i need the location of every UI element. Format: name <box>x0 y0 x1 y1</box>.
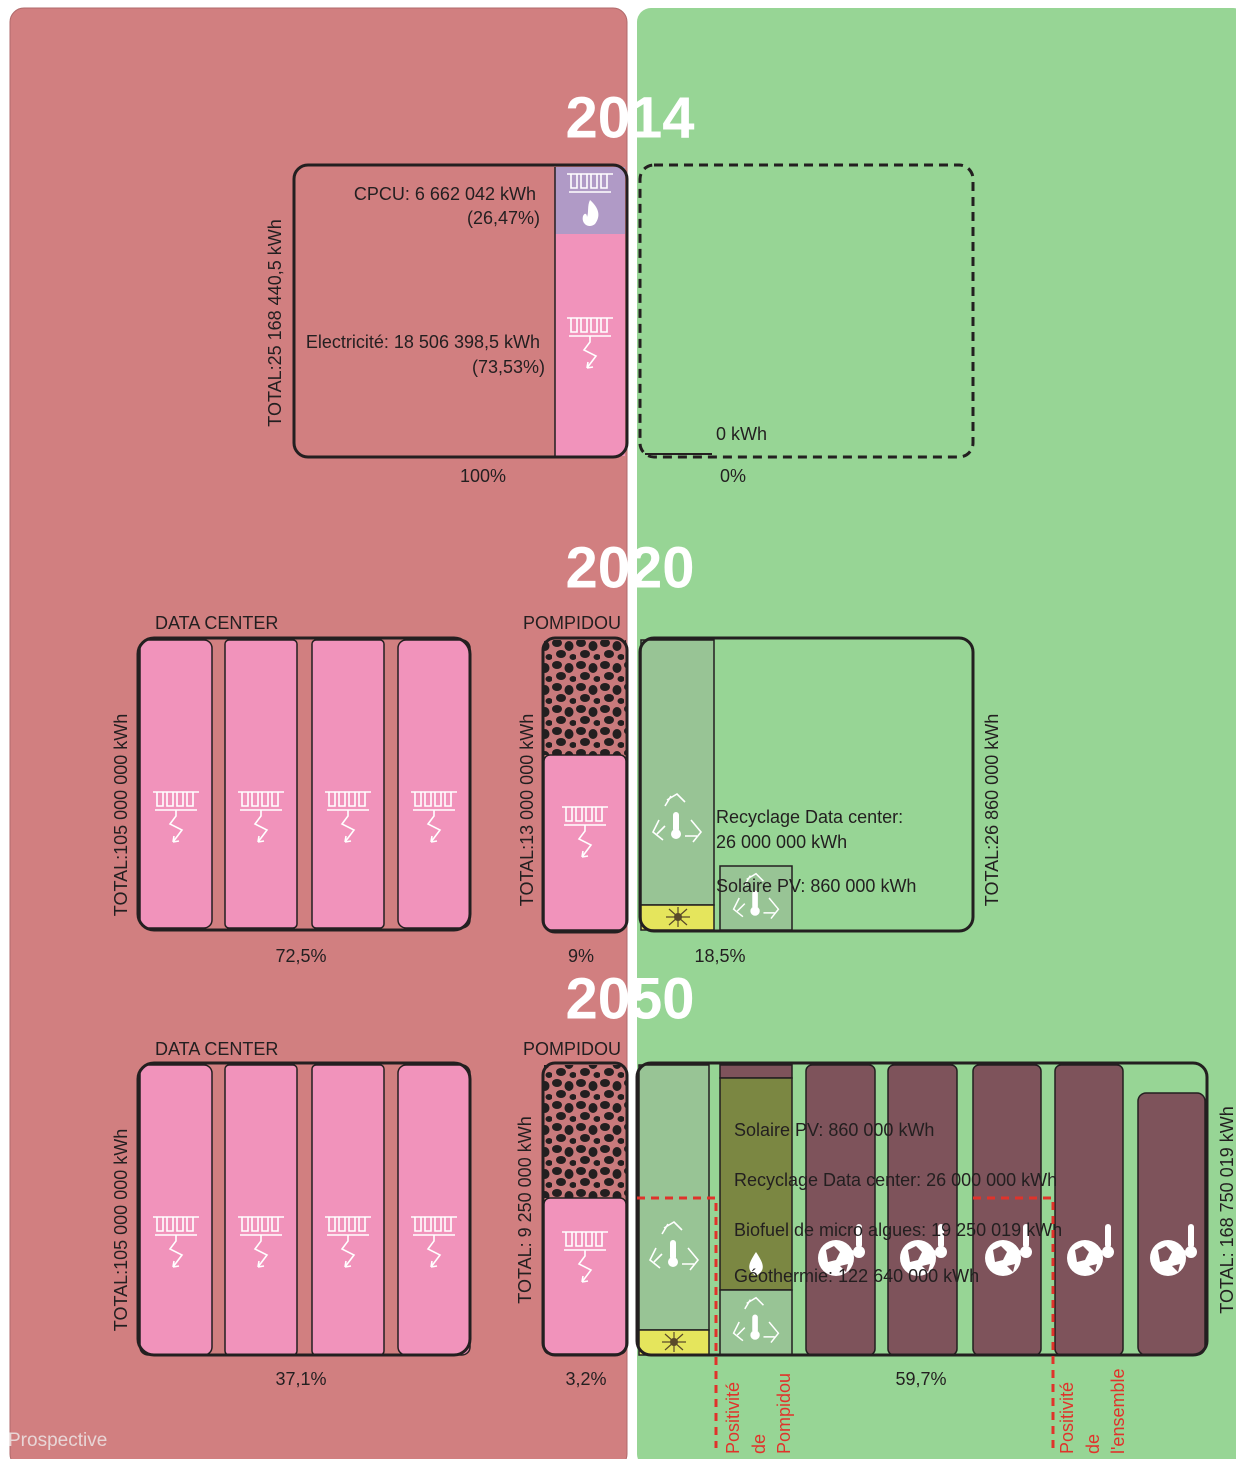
label: POMPIDOU <box>523 613 621 633</box>
label: Biofuel de micro algues: 19 250 019 kWh <box>734 1220 1062 1240</box>
total: TOTAL:105 000 000 kWh <box>111 714 131 916</box>
annotation: l'ensemble <box>1108 1369 1128 1454</box>
icon <box>661 1332 687 1352</box>
box <box>136 636 472 932</box>
label: DATA CENTER <box>155 1039 278 1059</box>
label: DATA CENTER <box>155 613 278 633</box>
total: TOTAL:13 000 000 kWh <box>517 714 537 906</box>
share: 59,7% <box>895 1369 946 1389</box>
label: Géothermie: 122 640 000 kWh <box>734 1266 979 1286</box>
icon <box>749 1252 763 1276</box>
label: (26,47%) <box>467 208 540 228</box>
column <box>311 1064 385 1356</box>
column <box>397 1064 471 1356</box>
label: Recyclage Data center: 26 000 000 kWh <box>734 1170 1057 1190</box>
column <box>224 1064 298 1356</box>
label: Recyclage Data center: <box>716 807 903 827</box>
box <box>638 636 975 933</box>
column <box>1137 1092 1206 1356</box>
watermark: Prospective <box>8 1430 107 1451</box>
column <box>224 639 298 929</box>
year: 2050 <box>565 966 694 1031</box>
label: (73,53%) <box>472 357 545 377</box>
annotation: de <box>1083 1434 1103 1454</box>
share: 100% <box>460 466 506 486</box>
column <box>543 1197 627 1355</box>
label: Electricité: 18 506 398,5 kWh <box>306 332 540 352</box>
share: 18,5% <box>694 946 745 966</box>
column <box>972 1064 1042 1356</box>
column <box>139 1064 213 1356</box>
share: 0% <box>720 466 746 486</box>
label: 26 000 000 kWh <box>716 832 847 852</box>
column <box>397 639 471 929</box>
pattern <box>544 1065 626 1198</box>
label: POMPIDOU <box>523 1039 621 1059</box>
year: 2014 <box>565 85 694 150</box>
share: 9% <box>568 946 594 966</box>
box <box>136 1061 472 1357</box>
share: 37,1% <box>275 1369 326 1389</box>
label: Solaire PV: 860 000 kWh <box>734 1120 934 1140</box>
threshold-line <box>637 1196 718 1448</box>
pattern <box>544 640 626 755</box>
box <box>541 636 629 934</box>
total: TOTAL:105 000 000 kWh <box>111 1129 131 1331</box>
segment <box>719 1064 793 1079</box>
electricite-segment <box>555 234 625 456</box>
label: Solaire PV: 860 000 kWh <box>716 876 916 896</box>
box <box>635 1061 1209 1357</box>
empty-box <box>638 163 975 459</box>
column <box>139 639 213 929</box>
annotation: Pompidou <box>774 1373 794 1454</box>
annotation: Positivité <box>723 1382 743 1454</box>
total: TOTAL: 168 750 019 kWh <box>1217 1106 1236 1313</box>
column <box>1054 1064 1124 1356</box>
total: TOTAL:25 168 440,5 kWh <box>265 219 285 426</box>
column <box>311 639 385 929</box>
box <box>292 163 629 459</box>
label: 0 kWh <box>716 424 767 444</box>
segment <box>640 639 715 906</box>
column <box>805 1064 876 1356</box>
icon <box>665 907 691 927</box>
total: TOTAL: 9 250 000 kWh <box>515 1116 535 1303</box>
annotation: de <box>749 1434 769 1454</box>
label: CPCU: 6 662 042 kWh <box>354 184 536 204</box>
share: 3,2% <box>565 1369 606 1389</box>
year: 2020 <box>565 535 694 600</box>
column <box>887 1064 958 1356</box>
total: TOTAL:26 860 000 kWh <box>982 714 1002 906</box>
share: 72,5% <box>275 946 326 966</box>
box <box>541 1061 629 1357</box>
annotation: Positivité <box>1057 1382 1077 1454</box>
